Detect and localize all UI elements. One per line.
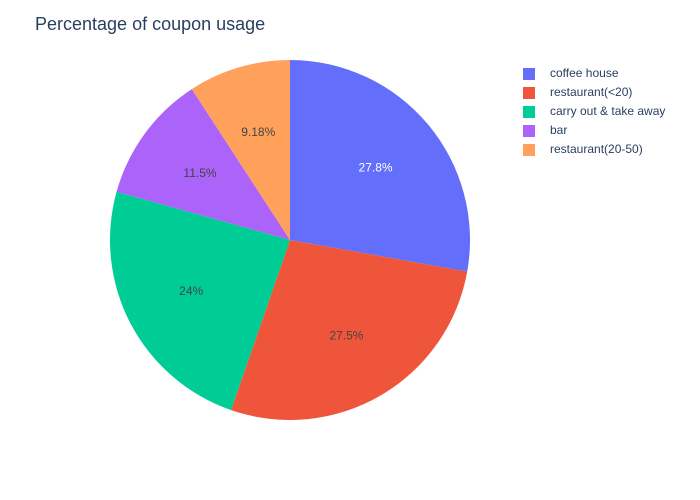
legend-item[interactable]: restaurant(<20): [523, 85, 632, 99]
legend-label: bar: [550, 123, 567, 137]
legend-swatch: [523, 106, 535, 118]
pie-slice-restaurant-20-50-[interactable]: [191, 60, 290, 240]
pie-slice-coffee-house[interactable]: [290, 60, 470, 272]
pie-slice-restaurant-20-[interactable]: [231, 240, 468, 420]
legend-item[interactable]: carry out & take away: [523, 104, 665, 118]
slice-label: 27.5%: [329, 328, 363, 342]
slice-label: 9.18%: [241, 125, 275, 139]
legend-label: carry out & take away: [550, 104, 665, 118]
legend-label: restaurant(<20): [550, 85, 632, 99]
legend-swatch: [523, 144, 535, 156]
slice-label: 11.5%: [183, 166, 216, 180]
slice-labels: 27.8% 27.5% 24% 11.5% 9.18%: [179, 125, 393, 342]
legend-item[interactable]: coffee house: [523, 66, 619, 80]
legend-swatch: [523, 125, 535, 137]
legend: coffee house restaurant(<20) carry out & t…: [523, 66, 665, 156]
legend-item[interactable]: bar: [523, 123, 567, 137]
pie-slice-bar[interactable]: [116, 89, 291, 240]
pie-slice-carry-out-take-away[interactable]: [109, 191, 290, 411]
legend-item[interactable]: restaurant(20-50): [523, 142, 643, 156]
pie-slices: [109, 60, 470, 420]
slice-label: 27.8%: [359, 161, 393, 175]
legend-swatch: [523, 87, 535, 99]
slice-label: 24%: [179, 284, 203, 298]
legend-label: restaurant(20-50): [550, 142, 643, 156]
chart-title: Percentage of coupon usage: [35, 14, 265, 34]
legend-swatch: [523, 68, 535, 80]
legend-label: coffee house: [550, 66, 619, 80]
